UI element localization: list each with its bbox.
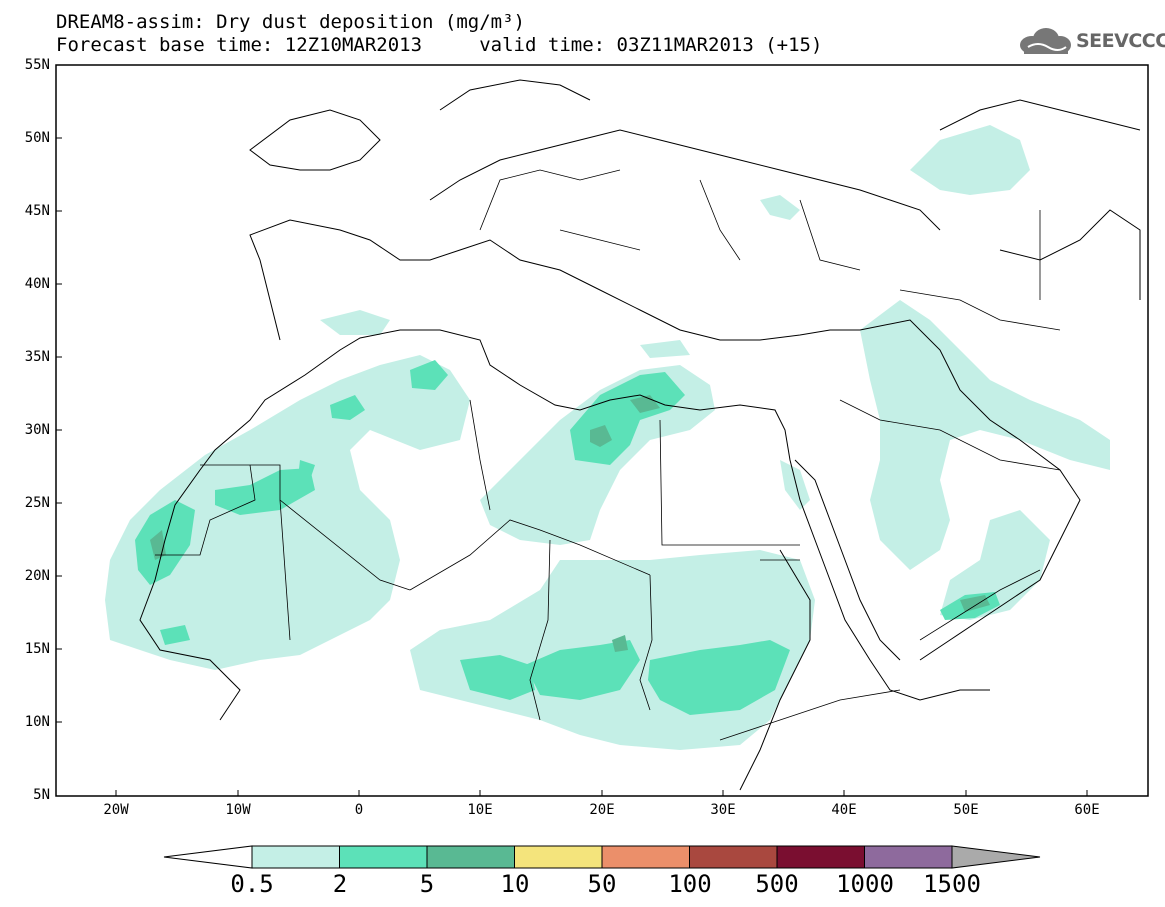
lat-label: 35N [24,349,50,365]
seevccc-logo: SEEVCCC [1018,26,1165,56]
lon-label: 50E [953,802,979,818]
dust-field-dark [150,395,990,652]
lat-label: 50N [24,130,50,146]
coastlines [139,79,1141,791]
lat-label: 5N [33,787,50,803]
lon-label: 20E [589,802,615,818]
country-borders [155,169,1061,741]
lon-label: 40E [831,802,857,818]
forecast-times: Forecast base time: 12Z10MAR2013 valid t… [56,34,823,56]
colorbar-right-arrow [951,845,1041,869]
logo-text: SEEVCCC [1076,30,1165,52]
colorbar-cells [251,845,953,869]
colorbar-label: 2 [332,870,348,898]
colorbar-cell [426,845,515,869]
lon-label: 30E [710,802,736,818]
lon-label: 60E [1074,802,1100,818]
lat-label: 45N [24,203,50,219]
dust-field-medium [135,360,1000,715]
lat-label: 20N [24,568,50,584]
colorbar-cell [776,845,865,869]
lat-label: 25N [24,495,50,511]
lat-label: 10N [24,714,50,730]
colorbar-label: 0.5 [230,870,274,898]
colorbar-cell [514,845,603,869]
colorbar-label: 5 [419,870,435,898]
lon-label: 20W [103,802,129,818]
lat-label: 55N [24,57,50,73]
colorbar-label: 10 [500,870,530,898]
cloud-icon [1020,28,1071,54]
colorbar-label: 1000 [836,870,894,898]
colorbar-left-arrow [163,845,253,869]
lat-label: 40N [24,276,50,292]
colorbar-cell [864,845,953,869]
colorbar-cell [251,845,340,869]
axis-ticks [56,64,1088,796]
colorbar-label: 1500 [923,870,981,898]
lon-label: 10W [225,802,251,818]
map-title: DREAM8-assim: Dry dust deposition (mg/m³… [56,11,525,33]
lon-label: 0 [354,802,364,818]
lat-label: 30N [24,422,50,438]
colorbar-cell [339,845,428,869]
lat-label: 15N [24,641,50,657]
colorbar-cell [689,845,778,869]
colorbar-label: 100 [668,870,712,898]
lon-label: 10E [467,802,493,818]
colorbar-label: 500 [755,870,799,898]
colorbar-label: 50 [587,870,617,898]
colorbar-cell [601,845,690,869]
